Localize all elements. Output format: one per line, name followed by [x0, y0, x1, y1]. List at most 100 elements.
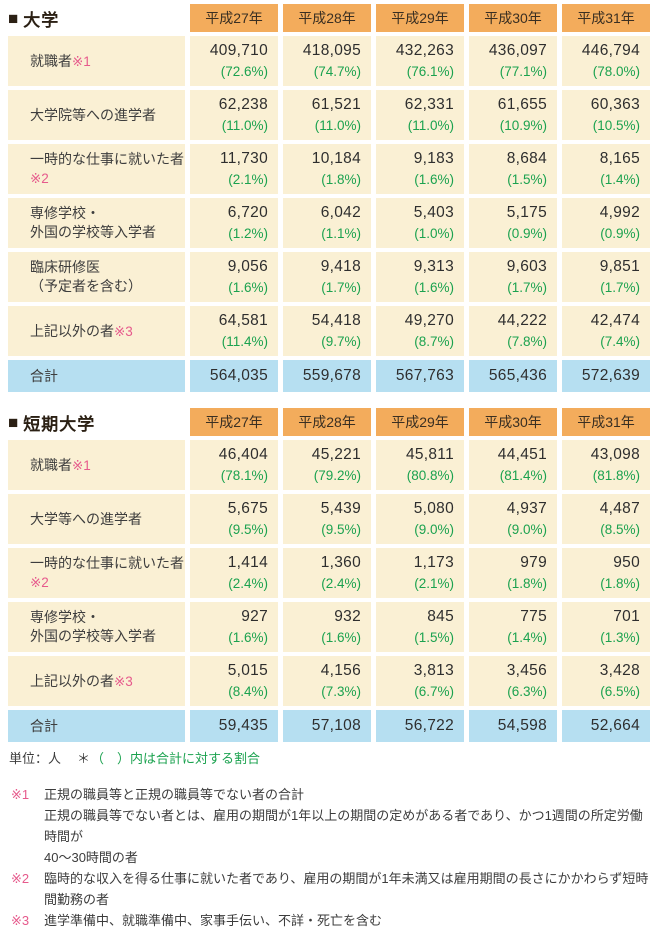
cell-percent: (11.0%): [221, 118, 268, 133]
data-cell: 9,851 (1.7%): [562, 252, 650, 302]
data-cell: 9,603 (1.7%): [469, 252, 557, 302]
year-header: 平成30年: [469, 408, 557, 436]
data-cell: 432,263 (76.1%): [376, 36, 464, 86]
footnote-text: 進学準備中、就職準備中、家事手伝い、不詳・死亡を含む: [44, 910, 650, 931]
cell-value: 43,098: [590, 446, 640, 463]
data-cell: 61,655 (10.9%): [469, 90, 557, 140]
cell-value: 62,238: [218, 96, 268, 113]
data-cell: 64,581 (11.4%): [190, 306, 278, 356]
cell-value: 44,222: [497, 312, 547, 329]
data-cell: 5,675 (9.5%): [190, 494, 278, 544]
cell-value: 845: [427, 608, 454, 625]
footnote-text: 正規の職員等と正規の職員等でない者の合計 正規の職員等でない者とは、雇用の期間が1…: [44, 784, 650, 868]
cell-value: 61,521: [311, 96, 361, 113]
cell-percent: (6.3%): [507, 684, 547, 699]
table-row: 大学等への進学者 5,675 (9.5%) 5,439 (9.5%) 5,080 (9.0%…: [8, 494, 650, 544]
data-cell: 10,184 (1.8%): [283, 144, 371, 194]
cell-value: 5,015: [227, 662, 268, 679]
cell-value: 409,710: [209, 42, 268, 59]
row-label: 上記以外の者※3: [8, 656, 185, 706]
cell-percent: (78.0%): [592, 64, 640, 79]
cell-value: 44,451: [497, 446, 547, 463]
total-cell: 52,664: [562, 710, 650, 742]
data-cell: 6,720 (1.2%): [190, 198, 278, 248]
note-marker: ※1: [72, 457, 91, 473]
cell-value: 775: [520, 608, 547, 625]
cell-percent: (10.9%): [499, 118, 547, 133]
cell-percent: (1.6%): [414, 280, 454, 295]
table-row: 上記以外の者※3 64,581 (11.4%) 54,418 (9.7%) 49,270 (…: [8, 306, 650, 356]
section-square-icon: ■: [8, 8, 19, 28]
cell-value: 9,851: [599, 258, 640, 275]
cell-percent: (9.5%): [321, 522, 361, 537]
row-label-text: 臨床研修医: [30, 259, 100, 275]
data-cell: 775 (1.4%): [469, 602, 557, 652]
row-label-text: 就職者: [30, 456, 72, 473]
data-cell: 1,173 (2.1%): [376, 548, 464, 598]
table-row: 一時的な仕事に就いた者 ※2 1,414 (2.4%) 1,360 (2.4%) 1,173…: [8, 548, 650, 598]
footnote-line: 臨時的な収入を得る仕事に就いた者であり、雇用の期間が1年未満又は雇用期間の長さに…: [44, 871, 649, 907]
total-value: 57,108: [311, 717, 361, 734]
cell-percent: (1.8%): [507, 576, 547, 591]
cell-value: 61,655: [497, 96, 547, 113]
cell-percent: (1.6%): [228, 630, 268, 645]
footnote: ※2 臨時的な収入を得る仕事に就いた者であり、雇用の期間が1年未満又は雇用期間の長…: [11, 868, 650, 910]
cell-percent: (8.4%): [228, 684, 268, 699]
table-row: 専修学校・ 外国の学校等入学者 927 (1.6%) 932 (1.6%) 845 (1.5%…: [8, 602, 650, 652]
year-header: 平成28年: [283, 4, 371, 32]
total-cell: 572,639: [562, 360, 650, 392]
cell-percent: (81.4%): [499, 468, 547, 483]
cell-value: 418,095: [302, 42, 361, 59]
data-cell: 4,992 (0.9%): [562, 198, 650, 248]
cell-percent: (10.5%): [592, 118, 640, 133]
year-header: 平成28年: [283, 408, 371, 436]
cell-percent: (2.1%): [414, 576, 454, 591]
data-cell: 4,937 (9.0%): [469, 494, 557, 544]
cell-value: 64,581: [218, 312, 268, 329]
table-row: 大学院等への進学者 62,238 (11.0%) 61,521 (11.0%) 62,33…: [8, 90, 650, 140]
row-label-line: 就職者※1: [30, 456, 185, 475]
row-label-line2: 外国の学校等入学者: [30, 224, 156, 240]
row-label-text: 一時的な仕事に就いた者: [30, 151, 184, 167]
cell-percent: (1.6%): [414, 172, 454, 187]
cell-percent: (8.7%): [414, 334, 454, 349]
total-cell: 559,678: [283, 360, 371, 392]
footnote-line: 40～30時間の者: [44, 850, 138, 865]
footnote-line: 正規の職員等でない者とは、雇用の期間が1年以上の期間の定めがある者であり、かつ1…: [44, 808, 643, 844]
row-label-line2: 外国の学校等入学者: [30, 628, 156, 644]
cell-percent: (8.5%): [600, 522, 640, 537]
row-label: 就職者※1: [8, 440, 185, 490]
cell-value: 10,184: [311, 150, 361, 167]
cell-percent: (79.2%): [313, 468, 361, 483]
cell-value: 436,097: [488, 42, 547, 59]
cell-value: 54,418: [311, 312, 361, 329]
table-row: 一時的な仕事に就いた者 ※2 11,730 (2.1%) 10,184 (1.8%) 9,1…: [8, 144, 650, 194]
cell-value: 4,156: [320, 662, 361, 679]
cell-value: 5,403: [413, 204, 454, 221]
total-value: 572,639: [581, 367, 640, 384]
row-label-line: 就職者※1: [30, 52, 185, 71]
cell-percent: (1.6%): [228, 280, 268, 295]
row-label: 専修学校・ 外国の学校等入学者: [8, 198, 185, 248]
data-cell: 45,811 (80.8%): [376, 440, 464, 490]
year-header: 平成27年: [190, 408, 278, 436]
cell-value: 950: [613, 554, 640, 571]
cell-percent: (1.5%): [507, 172, 547, 187]
total-row: 合計 59,435 57,108 56,722 54,598 52,664: [8, 710, 650, 742]
cell-value: 1,173: [413, 554, 454, 571]
row-label: 大学院等への進学者: [8, 90, 185, 140]
row-label-text: 専修学校・: [30, 609, 100, 625]
row-label-line: 上記以外の者※3: [30, 322, 185, 341]
cell-percent: (1.7%): [321, 280, 361, 295]
cell-value: 8,165: [599, 150, 640, 167]
cell-value: 932: [334, 608, 361, 625]
cell-value: 49,270: [404, 312, 454, 329]
data-cell: 436,097 (77.1%): [469, 36, 557, 86]
cell-percent: (11.0%): [314, 118, 361, 133]
section-title-text: 短期大学: [23, 414, 96, 434]
year-header: 平成30年: [469, 4, 557, 32]
row-label-text: 大学院等への進学者: [30, 106, 156, 123]
data-cell: 46,404 (78.1%): [190, 440, 278, 490]
data-cell: 5,175 (0.9%): [469, 198, 557, 248]
